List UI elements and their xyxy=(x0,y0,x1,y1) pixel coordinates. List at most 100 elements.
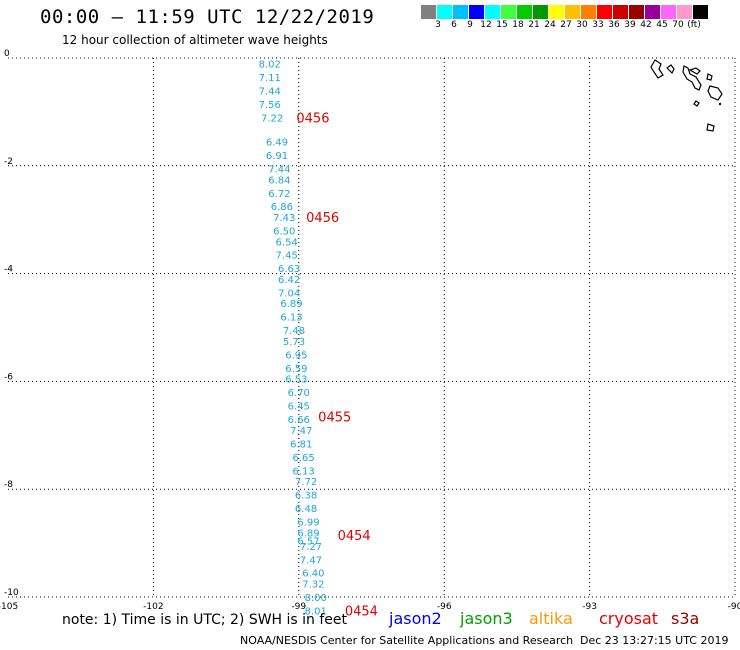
legend-label: (ft) xyxy=(687,20,701,30)
legend-swatch xyxy=(693,5,709,19)
pass-time-label: 0455 xyxy=(318,410,351,425)
legend-label: 3 xyxy=(435,20,441,30)
legend-label: 27 xyxy=(560,20,572,30)
pass-time-label: 0454 xyxy=(338,529,371,544)
legend-swatch xyxy=(581,5,597,19)
wave-height-label: 7.27 xyxy=(300,542,322,553)
island-outline xyxy=(688,67,701,75)
wave-height-label: 6.84 xyxy=(268,175,290,186)
legend-label: 6 xyxy=(451,20,457,30)
wave-height-label: 8.01 xyxy=(305,606,327,617)
y-tick-label: -4 xyxy=(4,265,13,275)
page-subtitle: 12 hour collection of altimeter wave hei… xyxy=(62,33,328,47)
wave-height-label: 6.72 xyxy=(268,189,290,200)
wave-height-label: 8.02 xyxy=(259,59,281,70)
island-outline xyxy=(666,64,675,75)
legend-labels: 3 6 9 12 15 18 21 24 27 30 33 36 39 42 45 70 (ft) xyxy=(421,19,709,31)
pass-time-label: 0456 xyxy=(306,211,339,226)
wave-height-label: 6.70 xyxy=(288,388,310,399)
wave-height-label: 6.81 xyxy=(290,439,312,450)
wave-height-label: 6.49 xyxy=(266,138,288,149)
wave-height-label: 6.57 xyxy=(297,536,319,547)
wave-height-label: 6.45 xyxy=(288,402,310,413)
legend-swatch xyxy=(629,5,645,19)
wave-height-label: 6.42 xyxy=(278,275,300,286)
y-tick-label: -2 xyxy=(4,157,13,167)
page-title: 00:00 – 11:59 UTC 12/22/2019 xyxy=(40,6,375,28)
wave-height-label: 6.40 xyxy=(302,569,324,580)
legend-label: 36 xyxy=(608,20,620,30)
satellite-s3a-label: s3a xyxy=(671,609,700,628)
pass-time-label: 0456 xyxy=(296,111,329,126)
y-tick-label: -10 xyxy=(4,588,19,598)
wave-height-label: 7.22 xyxy=(261,113,283,124)
x-tick-label: -96 xyxy=(437,602,452,612)
wave-height-label: 6.54 xyxy=(276,237,298,248)
generated-timestamp: Dec 23 13:27:15 UTC 2019 xyxy=(580,634,729,647)
legend-swatch xyxy=(677,5,693,19)
wave-height-label: 6.66 xyxy=(288,415,310,426)
legend-label: 15 xyxy=(496,20,508,30)
legend-swatch xyxy=(485,5,501,19)
wave-height-label: 6.13 xyxy=(293,466,315,477)
legend-label: 33 xyxy=(592,20,604,30)
wave-height-label: 7.56 xyxy=(259,100,281,111)
x-tick-label: -90 xyxy=(728,602,740,612)
wave-height-label: 6.48 xyxy=(295,504,317,515)
y-tick-label: -6 xyxy=(4,372,13,382)
x-tick-label: -93 xyxy=(582,602,597,612)
wave-height-label: 6.63 xyxy=(278,264,300,275)
x-tick-label: -102 xyxy=(143,602,163,612)
wave-height-label: 5.73 xyxy=(283,337,305,348)
legend-swatch xyxy=(469,5,485,19)
color-scale-legend: 3 6 9 12 15 18 21 24 27 30 33 36 39 42 45 70 (ft) xyxy=(421,5,709,31)
wave-height-label: 7.44 xyxy=(268,164,290,175)
legend-label: 18 xyxy=(512,20,524,30)
wave-height-label: 6.91 xyxy=(266,151,288,162)
legend-label: 30 xyxy=(576,20,588,30)
island-outline xyxy=(693,100,700,107)
legend-swatch xyxy=(597,5,613,19)
legend-swatch xyxy=(501,5,517,19)
wave-height-label: 6.50 xyxy=(273,226,295,237)
wave-height-label: 6.13 xyxy=(280,313,302,324)
legend-swatch xyxy=(437,5,453,19)
legend-swatch xyxy=(453,5,469,19)
satellite-cryosat-label: cryosat xyxy=(599,609,659,628)
wave-height-label: 6.59 xyxy=(285,364,307,375)
wave-height-label: 6.86 xyxy=(271,202,293,213)
legend-label: 39 xyxy=(624,20,636,30)
island-outline xyxy=(707,85,723,101)
legend-label: 45 xyxy=(656,20,668,30)
wave-height-label: 7.44 xyxy=(259,86,281,97)
x-tick-label: -99 xyxy=(291,602,306,612)
island-outline xyxy=(706,123,715,132)
legend-swatch xyxy=(645,5,661,19)
legend-swatch xyxy=(517,5,533,19)
wave-height-label: 7.48 xyxy=(283,326,305,337)
legend-label: 12 xyxy=(480,20,492,30)
island-outline xyxy=(650,59,664,79)
legend-swatches xyxy=(421,5,709,19)
satellite-altika-label: altika xyxy=(529,609,573,628)
wave-height-label: 7.04 xyxy=(278,288,300,299)
legend-swatch xyxy=(565,5,581,19)
wave-height-label: 6.53 xyxy=(285,375,307,386)
legend-swatch xyxy=(533,5,549,19)
y-tick-label: 0 xyxy=(4,49,10,59)
island-dot xyxy=(718,102,722,106)
island-outline xyxy=(682,65,702,91)
legend-swatch xyxy=(661,5,677,19)
wave-height-label: 8.00 xyxy=(305,593,327,604)
footer-note: note: 1) Time is in UTC; 2) SWH is in fe… xyxy=(62,612,348,628)
satellite-jason3-label: jason3 xyxy=(460,609,513,628)
wave-height-label: 6.65 xyxy=(293,453,315,464)
wave-height-label: 7.47 xyxy=(300,555,322,566)
wave-height-label: 7.45 xyxy=(276,251,298,262)
wave-height-label: 7.47 xyxy=(290,426,312,437)
legend-swatch xyxy=(549,5,565,19)
wave-height-label: 7.11 xyxy=(259,73,281,84)
pass-time-label: 0454 xyxy=(345,604,378,619)
legend-label: 21 xyxy=(528,20,540,30)
